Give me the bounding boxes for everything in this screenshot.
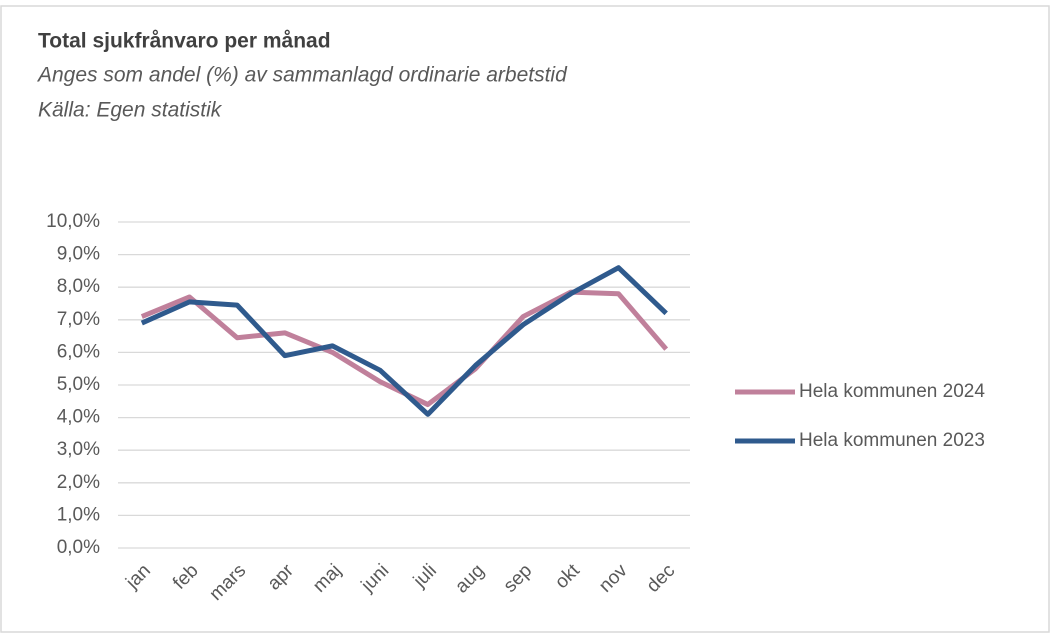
y-tick-label: 3,0%: [57, 439, 100, 460]
series-line: [140, 265, 668, 417]
y-tick-label: 9,0%: [57, 244, 100, 265]
y-tick-label: 0,0%: [57, 537, 100, 558]
legend-label: Hela kommunen 2024: [799, 381, 985, 402]
chart-title: Total sjukfrånvaro per månad: [38, 30, 331, 53]
y-tick-label: 8,0%: [57, 276, 100, 297]
y-tick-label: 10,0%: [46, 211, 100, 232]
chart-subtitle: Anges som andel (%) av sammanlagd ordina…: [36, 64, 568, 87]
chart-source: Källa: Egen statistik: [38, 99, 223, 122]
y-tick-label: 6,0%: [57, 341, 100, 362]
y-tick-label: 1,0%: [57, 504, 100, 525]
y-tick-label: 7,0%: [57, 309, 100, 330]
chart-border: [0, 5, 1050, 633]
y-tick-label: 5,0%: [57, 374, 100, 395]
legend-label: Hela kommunen 2023: [799, 430, 985, 451]
y-tick-label: 4,0%: [57, 407, 100, 428]
y-tick-label: 2,0%: [57, 472, 100, 493]
